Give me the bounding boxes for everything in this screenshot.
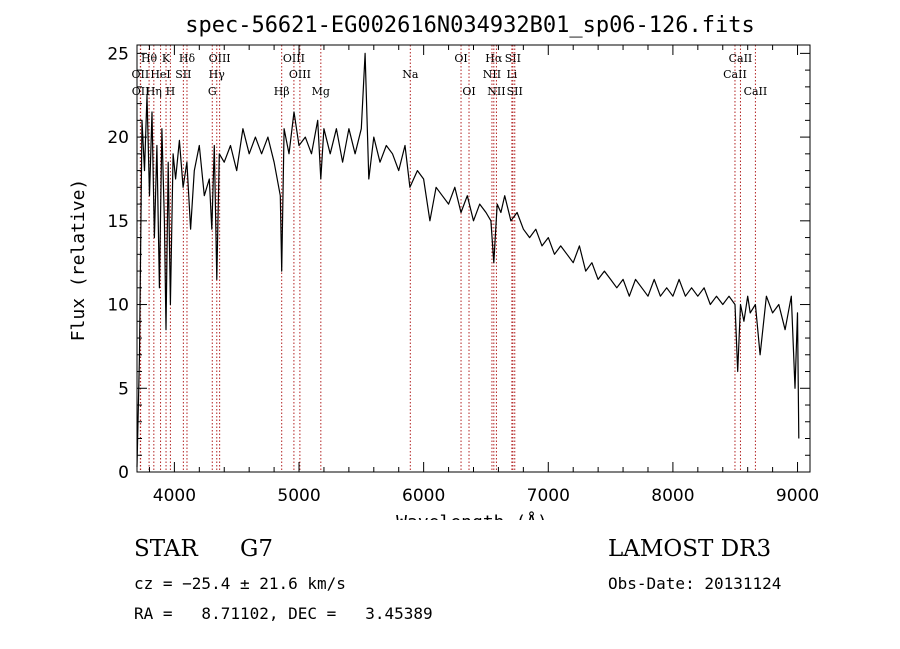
spectral-line-label: K [162, 52, 171, 65]
x-tick-label: 5000 [277, 486, 320, 506]
spectral-line-label: Hβ [274, 85, 290, 98]
object-class: STAR [134, 536, 198, 562]
spectral-line-label: Hθ [141, 52, 158, 65]
spectral-line-label: Li [506, 68, 517, 81]
spectral-line-label: SII [507, 85, 523, 98]
flux-series-line [136, 52, 800, 468]
spectral-line-label: OIII [283, 52, 305, 65]
spectral-line-label: CaII [723, 68, 747, 81]
x-tick-label: 6000 [402, 486, 445, 506]
x-axis-ticks: 4000 5000 6000 7000 8000 9000 [148, 45, 819, 506]
object-subclass: G7 [240, 536, 274, 562]
spectral-line-label: OIII [209, 52, 231, 65]
spectral-line-label: OII [132, 85, 150, 98]
y-tick-label: 25 [107, 44, 129, 64]
spectrum-chart: spec-56621-EG002616N034932B01_sp06-126.f… [68, 13, 819, 520]
plot-frame [136, 44, 811, 473]
spectral-line-label: SII [505, 52, 521, 65]
spectral-line-label: Na [402, 68, 419, 81]
x-axis-label: Wavelength (Å) [396, 511, 548, 520]
x-tick-label: 9000 [776, 486, 819, 506]
chart-title: spec-56621-EG002616N034932B01_sp06-126.f… [185, 13, 755, 38]
spectral-line-label: SII [175, 68, 191, 81]
spectral-line-label: Hα [485, 52, 503, 65]
x-tick-label: 7000 [527, 486, 570, 506]
y-tick-label: 0 [118, 463, 129, 483]
y-tick-label: 5 [118, 379, 129, 399]
y-tick-label: 15 [107, 212, 129, 232]
spectral-line-label: NII [483, 68, 501, 81]
spectral-line-label: Mg [312, 85, 330, 98]
spectral-line-label: NII [487, 85, 505, 98]
x-tick-label: 4000 [153, 486, 196, 506]
spectral-line-label: OIII [289, 68, 311, 81]
x-tick-label: 8000 [651, 486, 694, 506]
spectral-line-label: CaII [744, 85, 768, 98]
y-axis-label: Flux (relative) [68, 179, 89, 342]
y-axis-ticks: 0 5 10 15 20 25 [107, 44, 810, 483]
spectral-line-label: OI [462, 85, 475, 98]
observation-date: Obs-Date: 20131124 [608, 574, 782, 593]
spectral-line-label: H [166, 85, 176, 98]
y-tick-label: 20 [107, 128, 129, 148]
spectral-line-label: CaII [729, 52, 753, 65]
spectral-line-label: Hδ [179, 52, 196, 65]
spectral-line-label: Hγ [209, 68, 226, 81]
survey-name: LAMOST DR3 [608, 536, 772, 562]
redshift-readout: cz = −25.4 ± 21.6 km/s [134, 574, 346, 593]
y-tick-label: 10 [107, 296, 129, 316]
spectral-line-label: G [208, 85, 217, 98]
spectral-line-label: Hη [146, 85, 162, 98]
coordinates-readout: RA = 8.71102, DEC = 3.45389 [134, 604, 433, 623]
spectral-line-label: OI [454, 52, 467, 65]
spectral-line-label: HeI [150, 68, 170, 81]
